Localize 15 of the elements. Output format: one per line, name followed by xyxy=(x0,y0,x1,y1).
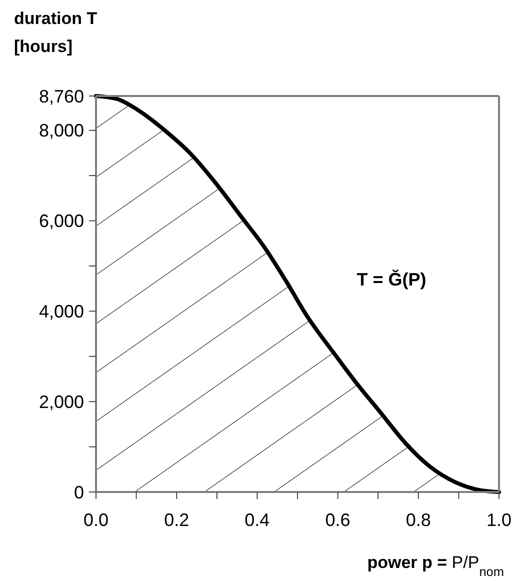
x-tick-label: 0.8 xyxy=(406,510,431,530)
x-tick-label: 0.0 xyxy=(83,510,109,530)
y-tick-label: 8,760 xyxy=(38,86,84,106)
x-tick-label: 0.2 xyxy=(164,510,190,530)
x-tick-label: 0.4 xyxy=(244,510,270,530)
y-tick-label: 8,000 xyxy=(38,120,84,141)
y-tick-label: 6,000 xyxy=(38,211,84,232)
y-tick-label: 2,000 xyxy=(38,392,84,412)
y-tick-label: 0 xyxy=(74,482,84,502)
x-tick-label: 1.0 xyxy=(486,510,512,530)
y-axis-title: duration T [hours] xyxy=(14,9,98,56)
text: T = Ğ(P) xyxy=(356,270,426,290)
x-tick-label: 0.6 xyxy=(325,510,350,530)
y-tick-label: 4,000 xyxy=(38,301,84,322)
x-axis-title: power p = P/P$_{nom}$ xyxy=(367,553,504,578)
